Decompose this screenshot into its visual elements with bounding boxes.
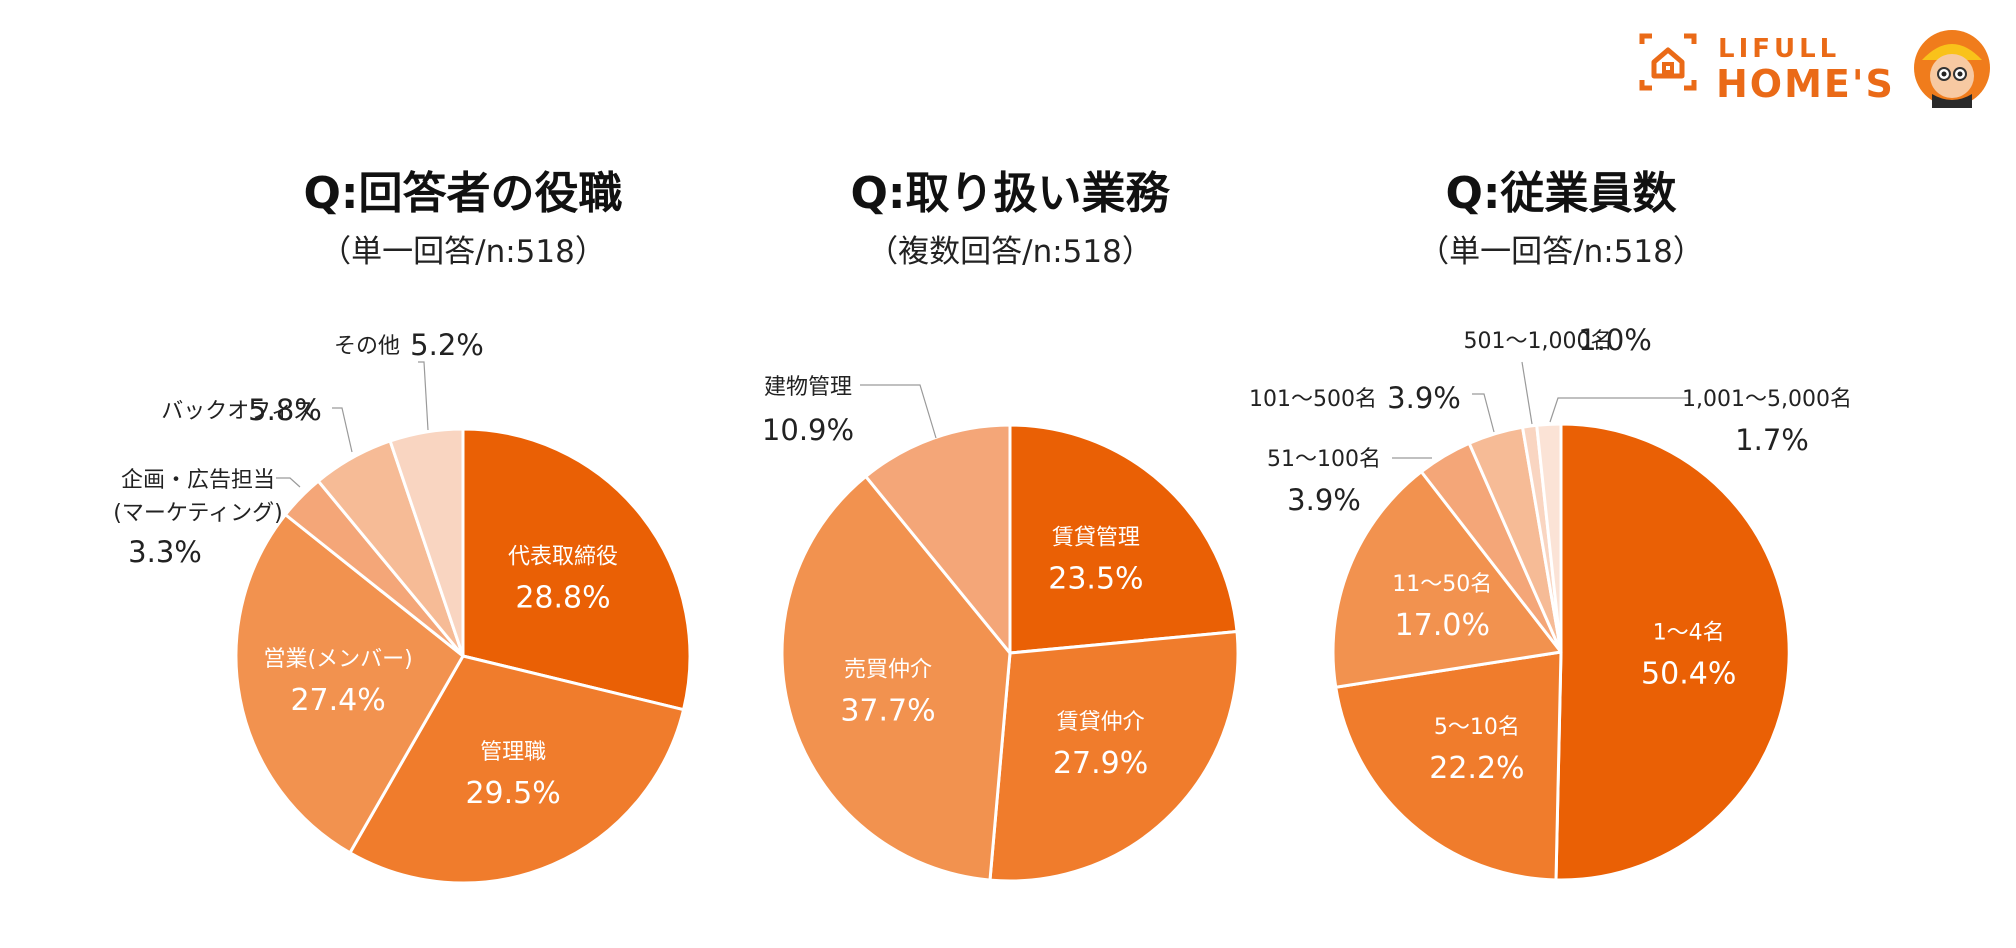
callout-leader-line [332, 407, 353, 453]
callout-label: その他 [334, 334, 400, 359]
brand-name-line2: HOME'S [1716, 62, 1895, 106]
pie-slice [461, 427, 692, 712]
slice-value-label: 17.0% [1395, 608, 1490, 643]
slice-value-label: 50.4% [1641, 656, 1736, 691]
brand-name-line1: LIFULL [1718, 34, 1841, 64]
slice-value-label: 28.8% [515, 581, 610, 616]
slice-label: 賃貸管理 [1052, 526, 1140, 551]
callout-leader-line [1521, 361, 1533, 425]
callout-label: 企画・広告担当 [121, 468, 275, 493]
pie-chart-1: Q:回答者の役職 （単一回答/n:518） 代表取締役 28.8% 管理職 29.5% 営業… [113, 168, 692, 885]
pie-slice [388, 427, 465, 658]
pie-slice [348, 654, 686, 885]
slice-label: 11〜50名 [1392, 572, 1492, 597]
callout-value-label: 10.9% [762, 413, 854, 447]
callout-label: 101〜500名 [1249, 387, 1377, 412]
pie-chart-3: Q:従業員数 （単一回答/n:518） 1〜4名 50.4% 5〜10名 22.2% 11〜… [1249, 168, 1852, 882]
callout-value-label: 5.8% [248, 393, 322, 427]
callout-leader-line [418, 361, 429, 431]
pie-slice [988, 630, 1240, 883]
slice-value-label: 27.4% [290, 683, 385, 718]
callout-label: バックオフィス [161, 399, 315, 424]
callout-value-label: 1.0% [1578, 323, 1652, 357]
chart-subtitle: （単一回答/n:518） [1418, 234, 1704, 270]
chart-subtitle: （複数回答/n:518） [867, 234, 1153, 270]
brand-logo: LIFULL HOME'S [1636, 24, 1996, 114]
slice-value-label: 22.2% [1429, 751, 1524, 786]
house-icon [1639, 33, 1697, 91]
slice-value-label: 27.9% [1053, 746, 1148, 781]
pie-slice [1334, 650, 1563, 882]
slice-value-label: 29.5% [465, 776, 560, 811]
slice-label: 管理職 [480, 740, 546, 765]
callout-leader-line [860, 384, 937, 439]
slice-label: 代表取締役 [508, 545, 618, 570]
slice-label: 営業(メンバー) [264, 647, 413, 672]
callout-leader-line [1472, 393, 1495, 433]
chart-title: Q:従業員数 [1446, 168, 1677, 219]
callout-label: 建物管理 [764, 375, 852, 400]
pie-slice [1331, 470, 1563, 689]
slice-value-label: 37.7% [840, 694, 935, 729]
callout-value-label: 3.9% [1387, 381, 1461, 415]
callout-label: (マーケティング) [113, 501, 282, 526]
callout-leader-line [1549, 397, 1690, 423]
callout-label: 501〜1,000名 [1464, 329, 1613, 354]
pie-chart-2: Q:取り扱い業務 （複数回答/n:518） 賃貸管理 23.5% 賃貸仲介 27.9% 売買… [762, 168, 1240, 883]
slice-value-label: 23.5% [1048, 562, 1143, 597]
pie-slice [1535, 422, 1563, 654]
pie-slice [864, 423, 1012, 655]
slice-label: 1〜4名 [1653, 620, 1725, 645]
chart-title: Q:取り扱い業務 [851, 168, 1171, 219]
chart-subtitle: （単一回答/n:518） [320, 234, 606, 270]
slice-label: 5〜10名 [1434, 715, 1520, 740]
slice-label: 賃貸仲介 [1057, 710, 1145, 735]
pie-slice [1008, 423, 1239, 655]
callout-value-label: 1.7% [1735, 423, 1809, 457]
slice-label: 売買仲介 [844, 658, 932, 683]
callout-value-label: 3.9% [1287, 483, 1361, 517]
mascot-icon [1914, 30, 1990, 108]
callout-label: 1,001〜5,000名 [1682, 387, 1852, 412]
callout-value-label: 5.2% [410, 328, 484, 362]
pie-slice [234, 513, 465, 855]
chart-title: Q:回答者の役職 [304, 168, 623, 219]
pie-slice [1554, 422, 1791, 882]
callout-leader-line [276, 477, 301, 488]
pie-slice [780, 474, 1012, 882]
callout-value-label: 3.3% [128, 535, 202, 569]
callout-label: 51〜100名 [1267, 447, 1381, 472]
